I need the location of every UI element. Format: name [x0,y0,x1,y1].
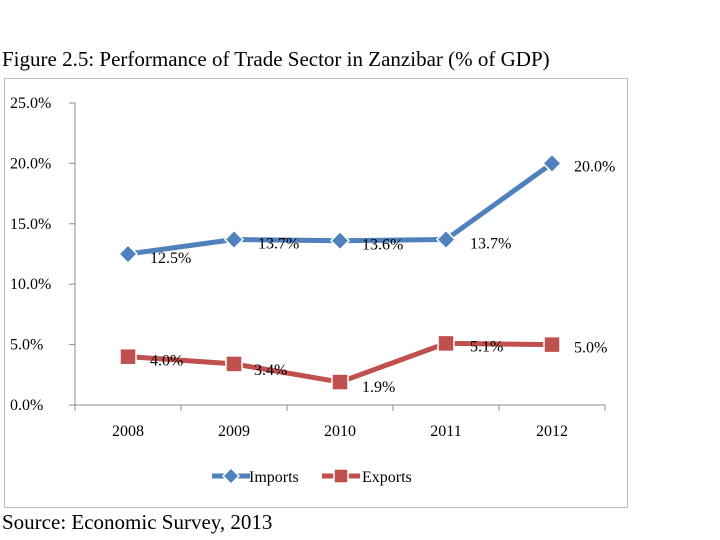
exports-data-label: 3.4% [254,362,287,379]
x-tick-label: 2011 [430,423,461,440]
y-tick-label: 25.0% [10,95,51,112]
x-tick-label: 2012 [536,423,568,440]
exports-point [437,334,455,353]
imports-point [435,229,457,250]
chart-frame [4,78,628,508]
x-tick-label: 2008 [112,423,144,440]
exports-data-label: 5.0% [574,340,607,357]
y-tick-label: 15.0% [10,216,51,233]
figure-title: Figure 2.5: Performance of Trade Sector … [2,47,550,71]
exports-point [225,355,243,373]
x-tick-label: 2009 [218,423,250,440]
source-note: Source: Economic Survey, 2013 [2,510,273,534]
exports-point [119,347,137,366]
imports-data-label: 13.6% [362,237,403,254]
imports-data-label: 13.7% [258,236,299,253]
imports-data-label: 12.5% [150,250,191,267]
exports-point [543,335,561,354]
imports-data-label: 20.0% [574,158,615,175]
exports-legend-marker [333,468,349,484]
imports-point [329,230,351,251]
imports-legend-label: Imports [249,469,299,486]
exports-legend-label: Exports [362,469,412,486]
imports-legend-marker [221,466,241,486]
imports-point [223,229,245,250]
imports-point [541,153,563,174]
imports-data-label: 13.7% [470,236,511,253]
y-tick-label: 10.0% [10,276,51,293]
exports-point [331,373,349,391]
x-tick-label: 2010 [324,423,356,440]
exports-data-label: 4.0% [150,353,183,370]
exports-data-label: 1.9% [362,379,395,396]
y-tick-label: 5.0% [10,337,43,354]
y-tick-label: 20.0% [10,155,51,172]
exports-data-label: 5.1% [470,338,503,355]
imports-point [117,243,139,265]
y-tick-label: 0.0% [10,397,43,414]
